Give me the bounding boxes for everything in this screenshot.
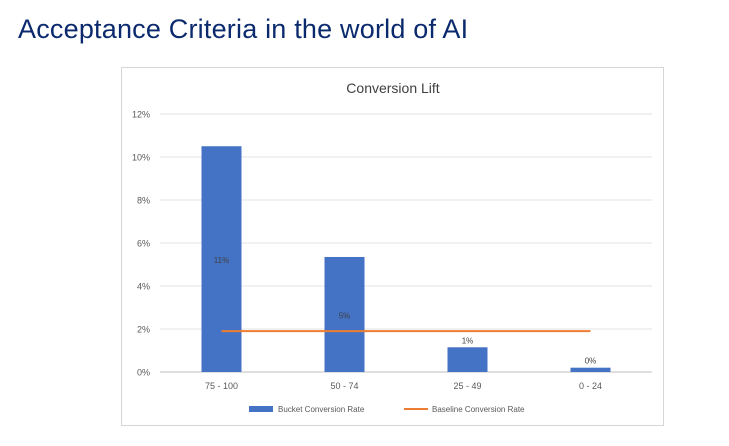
x-axis: 75 - 100 50 - 74 25 - 49 0 - 24 bbox=[205, 381, 602, 391]
legend: Bucket Conversion Rate Baseline Conversio… bbox=[249, 405, 525, 414]
y-tick-label: 6% bbox=[137, 239, 150, 249]
chart-frame: Conversion Lift 0% 2% 4% 6% 8% 10% 12% 11% 5% 1%… bbox=[121, 67, 664, 426]
y-tick-label: 8% bbox=[137, 196, 150, 206]
legend-swatch-bucket bbox=[249, 406, 273, 412]
y-tick-label: 0% bbox=[137, 368, 150, 378]
bar-data-label: 0% bbox=[585, 357, 597, 366]
bar-data-label: 11% bbox=[214, 256, 229, 265]
bar bbox=[447, 347, 488, 372]
x-tick-label: 0 - 24 bbox=[579, 381, 602, 391]
x-tick-label: 75 - 100 bbox=[205, 381, 238, 391]
legend-label-baseline: Baseline Conversion Rate bbox=[432, 405, 525, 414]
bar-series bbox=[201, 146, 611, 372]
y-axis: 0% 2% 4% 6% 8% 10% 12% bbox=[132, 110, 150, 378]
x-tick-label: 50 - 74 bbox=[330, 381, 358, 391]
y-tick-label: 2% bbox=[137, 325, 150, 335]
bar bbox=[201, 146, 242, 372]
bar bbox=[570, 367, 611, 372]
y-tick-label: 12% bbox=[132, 110, 150, 120]
conversion-lift-chart: Conversion Lift 0% 2% 4% 6% 8% 10% 12% 11% 5% 1%… bbox=[132, 80, 652, 414]
y-tick-label: 4% bbox=[137, 282, 150, 292]
bar bbox=[324, 256, 365, 372]
gridlines bbox=[160, 113, 652, 373]
y-tick-label: 10% bbox=[132, 153, 150, 163]
bar-data-label: 5% bbox=[339, 311, 351, 320]
x-tick-label: 25 - 49 bbox=[453, 381, 481, 391]
bar-data-labels: 11% 5% 1% 0% bbox=[214, 256, 596, 366]
bar-data-label: 1% bbox=[462, 336, 474, 345]
legend-label-bucket: Bucket Conversion Rate bbox=[278, 405, 365, 414]
slide-title: Acceptance Criteria in the world of AI bbox=[18, 14, 469, 44]
chart-title: Conversion Lift bbox=[346, 80, 439, 96]
